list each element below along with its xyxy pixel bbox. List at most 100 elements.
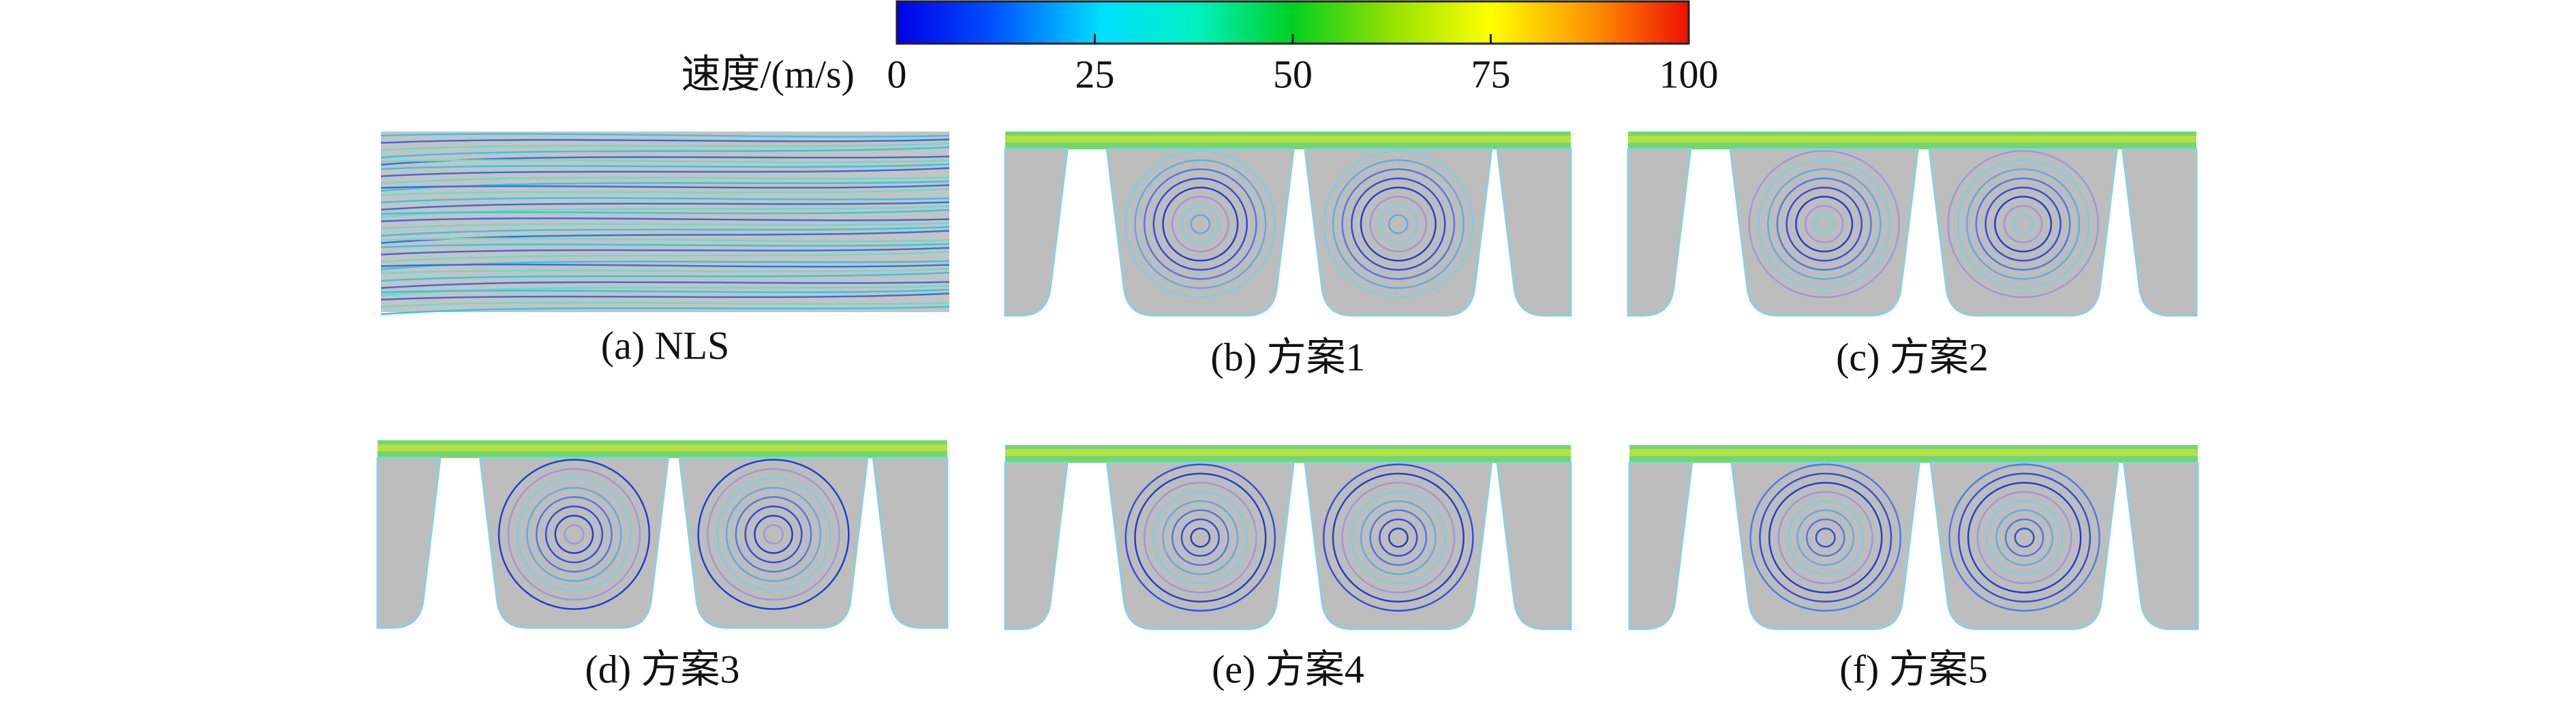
vortex-streamline [1351,491,1446,585]
vortex-streamline [1171,196,1229,253]
vortex-streamline [1143,168,1257,280]
streamline [380,197,950,204]
main-channel-core [1629,449,2198,456]
vortex-streamline [1948,463,2100,612]
panel-caption: (f) 方案5 [1839,647,1987,691]
streamline [380,142,950,151]
streamline [380,305,950,316]
vortex-streamline [545,505,604,564]
vortex-streamline [2004,518,2044,557]
vortex-streamline [1134,159,1267,289]
vortex-streamline [707,468,840,601]
streamline [380,138,950,144]
colorbar-tick-label: 25 [1075,52,1115,96]
vortex-streamline [1162,500,1239,575]
vortex-streamline [1975,177,2071,271]
vortex-streamline [1758,159,1891,289]
vortex-streamline [526,487,622,582]
vortex-streamline [1776,177,1872,271]
vortex-streamline [1124,463,1276,612]
vortex-streamline [2012,214,2034,234]
panel-caption: (d) 方案3 [585,647,739,691]
streamline [380,177,950,185]
vortex-streamline [1984,186,2061,262]
vortex-streamline [1957,159,2090,289]
flow-panel [1004,132,1572,317]
panel-caption: (c) 方案2 [1836,335,1989,379]
vortex-streamline [1813,214,1835,234]
cavity [1496,148,1572,317]
streamline [380,271,950,282]
streamline [380,251,950,263]
streamline [380,201,950,211]
streamline [380,217,950,222]
colorbar-tick-label: 50 [1273,52,1313,96]
cavity [2122,461,2199,630]
flow-panel [1628,445,2199,630]
cavity [1496,461,1572,630]
main-channel-core [1005,449,1571,456]
streamline [380,237,950,243]
panel-caption: (a) NLS [601,323,729,367]
streamline [380,188,950,196]
vortex-streamline [1171,509,1229,566]
vortex-streamline [1369,509,1428,566]
vortex-streamline [1967,482,2082,594]
vortex-streamline [2014,528,2035,548]
vortex-streamline [554,515,594,554]
cavity [1627,148,1692,317]
vortex-streamline [1379,518,1418,557]
vortex-streamline [697,459,850,610]
vortex-streamline [1134,472,1267,602]
streamline [380,146,950,159]
colorbar-tick-label: 0 [887,52,907,96]
cavity [1004,461,1069,630]
vortex-streamline [1759,472,1892,602]
streamline [380,292,950,301]
streamline [380,184,950,189]
vortex-streamline [1965,168,2081,280]
vortex-streamline [1190,528,1211,548]
vortex-streamline [1323,463,1474,612]
cavity [2121,148,2198,317]
vortex-streamline [1162,186,1239,262]
streamline [380,226,950,237]
vortex-streamline [1190,214,1211,234]
streamline [380,301,950,308]
streamline [380,222,950,230]
vortex-streamline [1986,500,2063,575]
main-channel-core [378,444,947,451]
vortex-streamline [1341,168,1456,280]
vortex-streamline [1152,177,1248,271]
panel-caption: (b) 方案1 [1210,335,1365,379]
vortex-streamline [1369,196,1428,253]
streamline [380,133,950,138]
vortex-streamline [1332,159,1465,289]
streamline [380,247,950,256]
colorbar-tick-label: 100 [1659,52,1719,96]
cavity [872,457,949,629]
streamline [380,243,950,249]
vortex-streamline [1766,168,1882,280]
vortex-streamline [1124,150,1276,299]
main-channel-core [1628,136,2196,142]
streamline [380,159,950,164]
vortex-streamline [1805,518,1845,557]
panel-caption: (e) 方案4 [1212,647,1364,691]
vortex-streamline [1749,463,1902,612]
streamline [380,209,950,215]
vortex-streamline [716,477,831,592]
cavity [1628,461,1693,630]
vortex-streamline [507,468,641,601]
flow-panel [1004,445,1572,630]
vortex-streamline [763,524,784,545]
main-channel-core [1005,136,1571,142]
vortex-streamline [1795,196,1854,253]
streamline [380,163,950,170]
vortex-streamline [1379,204,1418,243]
vortex-streamline [1152,491,1248,585]
vortex-streamline [1815,528,1836,548]
vortex-streamline [1323,150,1474,299]
vortex-streamline [1387,214,1409,234]
vortex-streamline [1341,482,1456,594]
